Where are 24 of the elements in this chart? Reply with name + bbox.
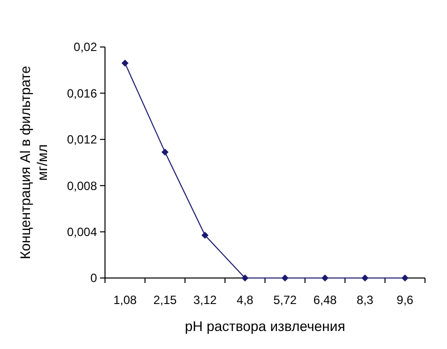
point xyxy=(242,274,248,282)
point xyxy=(322,274,328,282)
point xyxy=(402,274,408,282)
point xyxy=(282,274,288,282)
x-tick-label: 8,3 xyxy=(356,293,374,307)
x-tick-label: 3,12 xyxy=(193,293,217,307)
x-tick-label: 4,8 xyxy=(236,293,254,307)
y-tick-label: 0,008 xyxy=(66,178,98,193)
point xyxy=(362,274,368,282)
y-tick-label: 0,02 xyxy=(74,40,98,54)
x-tick-label: 1,08 xyxy=(113,293,137,307)
x-tick-label: 9,6 xyxy=(396,293,414,307)
x-axis-title: pH раствора извлечения xyxy=(184,318,346,334)
x-tick-label: 5,72 xyxy=(273,293,297,307)
y-tick-label: 0,012 xyxy=(66,132,98,147)
y-tick-label: 0,004 xyxy=(66,225,98,239)
y-tick-label: 0,016 xyxy=(66,86,98,100)
point xyxy=(122,60,128,67)
x-tick-label: 2,15 xyxy=(153,293,177,307)
y-axis-title: Концентрация Al в фильтрате мг/мл xyxy=(17,66,50,260)
point xyxy=(202,232,208,239)
point xyxy=(162,148,168,156)
x-tick-label: 6,48 xyxy=(313,293,337,307)
y-tick-label: 0 xyxy=(90,271,98,286)
